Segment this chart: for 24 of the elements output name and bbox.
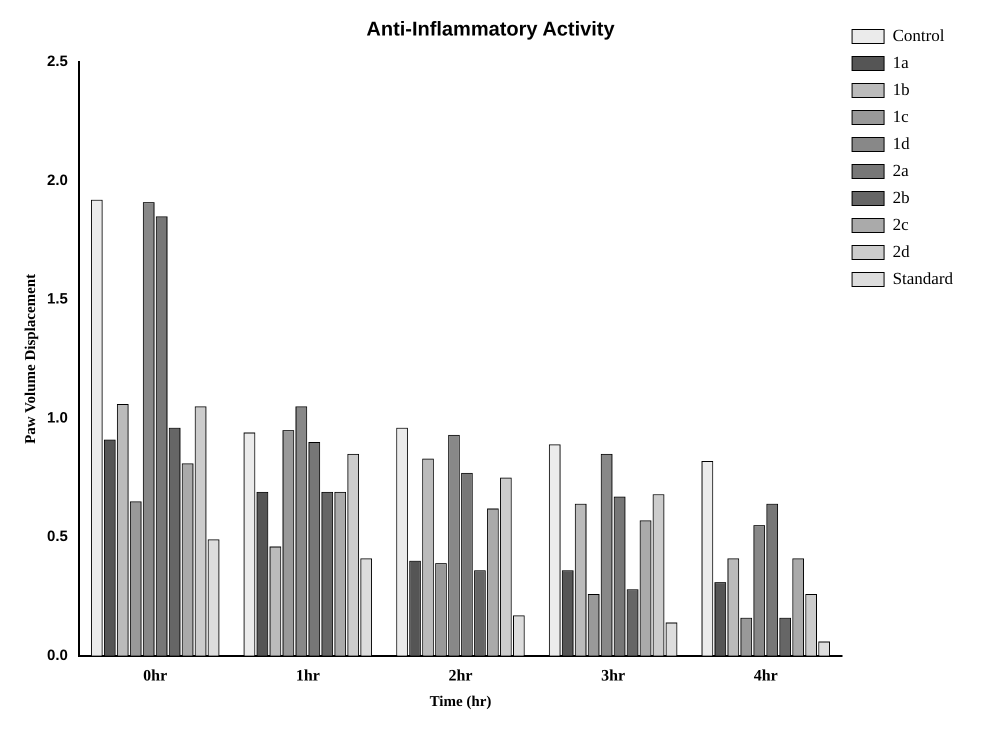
y-tick-label: 1.0 bbox=[46, 409, 68, 426]
x-tick-label: 2hr bbox=[448, 668, 472, 685]
legend-label: 2c bbox=[892, 214, 910, 234]
x-axis-title: Time (hr) bbox=[430, 694, 492, 710]
legend-label: 2b bbox=[892, 188, 910, 207]
y-tick-label: 2.5 bbox=[46, 53, 68, 70]
y-tick-label: 2.0 bbox=[46, 172, 68, 189]
chart-title: Anti-Inflammatory Activity bbox=[366, 18, 616, 41]
x-tick-label: 4hr bbox=[754, 668, 778, 685]
x-tick-label: 1hr bbox=[296, 668, 320, 685]
legend-label: 1d bbox=[892, 134, 910, 153]
legend-label: Control bbox=[892, 26, 945, 45]
x-tick-label: 0hr bbox=[143, 668, 168, 685]
legend-label: Standard bbox=[892, 268, 954, 288]
x-tick-label: 3hr bbox=[601, 668, 626, 685]
legend-label: 2a bbox=[892, 160, 910, 180]
legend-label: 1c bbox=[892, 106, 910, 126]
legend-label: 2d bbox=[892, 242, 910, 261]
y-axis-title: Paw Volume Displacement bbox=[22, 274, 39, 444]
legend-label: 1b bbox=[892, 80, 910, 99]
y-tick-label: 1.5 bbox=[46, 290, 68, 308]
y-tick-label: 0.0 bbox=[46, 646, 68, 664]
y-tick-label: 0.5 bbox=[46, 528, 68, 546]
legend-label: 1a bbox=[892, 52, 910, 72]
